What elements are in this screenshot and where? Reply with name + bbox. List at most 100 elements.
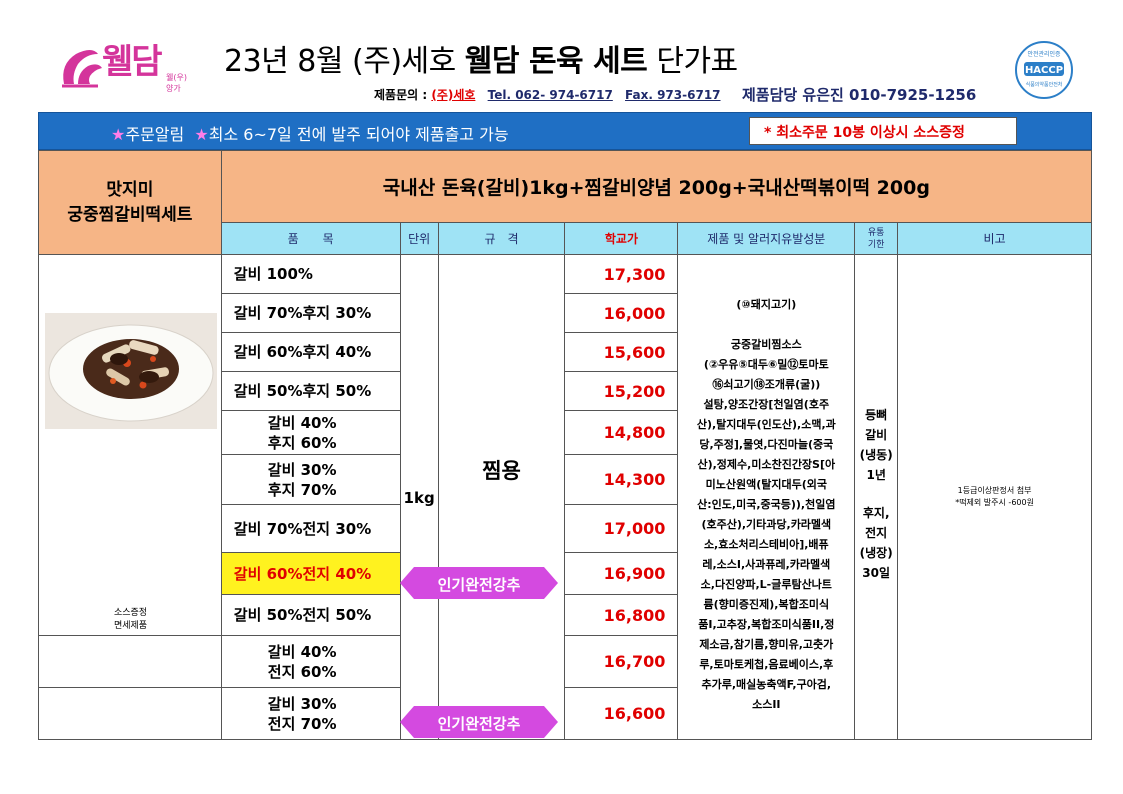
item-name-line1: 갈비 30% [267,694,337,713]
table-row: 갈비 60%후지 40% 15,600 [39,332,1092,372]
item-name: 갈비 100% [220,254,401,294]
product-image-cell: 소스증정 면세제품 [38,254,222,636]
remarks-cell: 1등급이상판정서 첨부 *떡제외 발주시 -600원 [897,254,1092,740]
title-suffix: 단가표 [656,44,738,79]
ingredient-line: 소,효소처리스테비아],배퓨 [703,538,829,551]
brand-logo: 웰담 웰(우)양가 [58,34,188,93]
spec-merged-cell: 찜용 [437,254,566,740]
ingredients-list: (⑩돼지고기) 궁중갈비찜소스 (②우유⑤대두⑥밀⑫토마토 ⑯쇠고기⑱조개류(굴)) 설… [680,295,852,715]
ingredient-line: (⑩돼지고기) [736,298,797,311]
product-name-cell: 맛지미 궁중찜갈비떡세트 [38,150,222,255]
item-price: 14,800 [564,410,679,455]
title-prefix: 23년 8월 (주)세호 [224,44,456,79]
ingredient-line: 당,주정],물엿,다진마늘(중국 [699,438,834,451]
min-order-notice: * 최소주문 10봉 이상시 소스증정 [749,117,1017,145]
haccp-top-text: 안전관리인증 [1027,50,1061,58]
ribbon-shape-icon [400,706,558,738]
item-name: 갈비 30% 후지 70% [220,454,401,505]
shelf-life-line: 전지 [865,526,888,540]
table-row: 소스증정 면세제품 갈비 100% 1kg 찜용 17,300 (⑩돼지고기) 궁… [38,254,1092,740]
title-brand: 웰담 돈육 세트 [464,44,648,79]
ingredient-line [680,315,852,335]
ingredient-line: 설탕,양조간장[천일염(호주 [703,398,830,411]
item-name: 갈비 40% 후지 60% [220,410,401,455]
item-name-line1: 갈비 40% [267,413,337,432]
ingredient-line: 륨(향미증진제),복합조미식 [703,598,830,611]
haccp-main-text: HACCP [1025,65,1063,76]
shelf-life-line: 1년 [866,468,886,482]
star-icon: ★ [194,125,209,144]
shelf-header-line2: 기한 [867,239,885,250]
shelf-life-line: 등뼈 [865,408,888,422]
ingredient-line: 루,토마토케첩,음료베이스,후 [699,658,834,671]
col-header-ingredients: 제품 및 알러지유발성분 [677,222,856,255]
manager-contact: 제품담당 유은진 010-7925-1256 [742,86,977,104]
shelf-life-line: (냉장) [859,546,893,560]
item-name: 갈비 50%후지 50% [220,371,401,411]
ingredient-line: 궁중갈비찜소스 [730,338,802,351]
shelf-life-line: 후지, [862,506,890,520]
table-row: 갈비 50%전지 50% 16,800 [39,594,1092,636]
sauce-note-line1: 소스증정 [113,608,148,618]
remarks-line1: 1등급이상판정서 첨부 [957,486,1032,495]
item-name-line1: 갈비 30% [267,460,337,479]
item-name: 갈비 70%전지 30% [220,504,401,553]
product-composition: 국내산 돈육(갈비)1kg+찜갈비양념 200g+국내산떡볶이떡 200g [220,150,1093,223]
item-price: 16,900 [564,552,679,595]
order-notice-text: ★주문알림 ★최소 6~7일 전에 발주 되어야 제품출고 가능 [111,121,509,145]
empty-cell [38,687,222,740]
product-photo [45,313,217,429]
table-row: 갈비 50%후지 50% 15,200 [39,371,1092,411]
item-price: 14,300 [564,454,679,505]
item-name: 갈비 50%전지 50% [220,594,401,636]
item-name: 갈비 70%후지 30% [220,293,401,333]
ingredient-line: 미노산원액(탈지대두(외국 [705,478,827,491]
contact-fax: Fax. 973-6717 [625,88,721,102]
col-header-shelf-life: 유통 기한 [854,222,899,255]
ingredient-line: 추가루,매실농축액F,구아검, [701,678,832,691]
item-price: 15,200 [564,371,679,411]
item-name-line2: 전지 60% [267,662,337,681]
item-name-highlighted: 갈비 60%전지 40% [220,552,401,595]
hot-sale-label: 인기완전강추 [437,576,521,594]
contact-info: 제품문의 : (주)세호 Tel. 062- 974-6717 Fax. 973… [374,86,721,103]
unit-merged-cell: 1kg [399,254,439,740]
contact-label: 제품문의 : [374,88,428,102]
col-header-remarks: 비고 [897,222,1092,255]
hot-sale-badge: 인기완전강추 [400,706,558,738]
ingredient-line: 레,소스I,사과퓨레,카라멜색 [702,558,831,571]
sauce-note: 소스증정 면세제품 [39,607,222,633]
col-header-unit: 단위 [399,222,439,255]
galbi-dish-image [45,313,217,429]
item-price: 16,000 [564,293,679,333]
item-price: 16,800 [564,594,679,636]
item-price: 17,300 [564,254,679,294]
item-price: 15,600 [564,332,679,372]
item-price: 16,700 [564,635,679,688]
column-header-row: 품 목 단위 규 격 학교가 제품 및 알러지유발성분 유통 기한 비고 [39,222,1092,255]
contact-tel: Tel. 062- 974-6717 [487,88,613,102]
empty-cell [38,635,222,688]
ingredient-line: 소,다진양파,L-글루탐산나트 [700,578,832,591]
product-name-line1: 맛지미 [106,179,154,200]
page-title: 23년 8월 (주)세호 웰담 돈육 세트 단가표 [224,36,738,80]
ingredient-line: (②우유⑤대두⑥밀⑫토마토 [703,358,829,371]
ingredients-cell: (⑩돼지고기) 궁중갈비찜소스 (②우유⑤대두⑥밀⑫토마토 ⑯쇠고기⑱조개류(굴)) 설… [677,254,856,740]
shelf-life-list: 등뼈 갈비 (냉동) 1년 후지, 전지 (냉장) 30일 [855,405,897,583]
table-row: 갈비 30% 전지 70% 16,600 [38,687,1092,740]
item-name: 갈비 30% 전지 70% [220,687,401,740]
remarks-line2: *떡제외 발주시 -600원 [955,498,1034,507]
item-price: 17,000 [564,504,679,553]
product-name-line2: 궁중찜갈비떡세트 [67,204,193,225]
hot-sale-badge: 인기완전강추 [400,567,558,599]
item-name-line2: 후지 70% [267,480,337,499]
ingredient-line: 소스II [752,698,781,711]
ingredient-line: 품I,고추장,복합조미식품II,정 [698,618,835,631]
shelf-life-line [855,485,897,503]
ingredient-line: (호주산),기타과당,카라멜색 [701,518,832,531]
notice-text-2: 최소 6~7일 전에 발주 되어야 제품출고 가능 [208,125,509,144]
shelf-life-line: (냉동) [859,448,893,462]
item-name-line2: 전지 70% [267,714,337,733]
item-name-line2: 후지 60% [267,433,337,452]
table-row: 갈비 70%전지 30% 17,000 [39,504,1092,553]
